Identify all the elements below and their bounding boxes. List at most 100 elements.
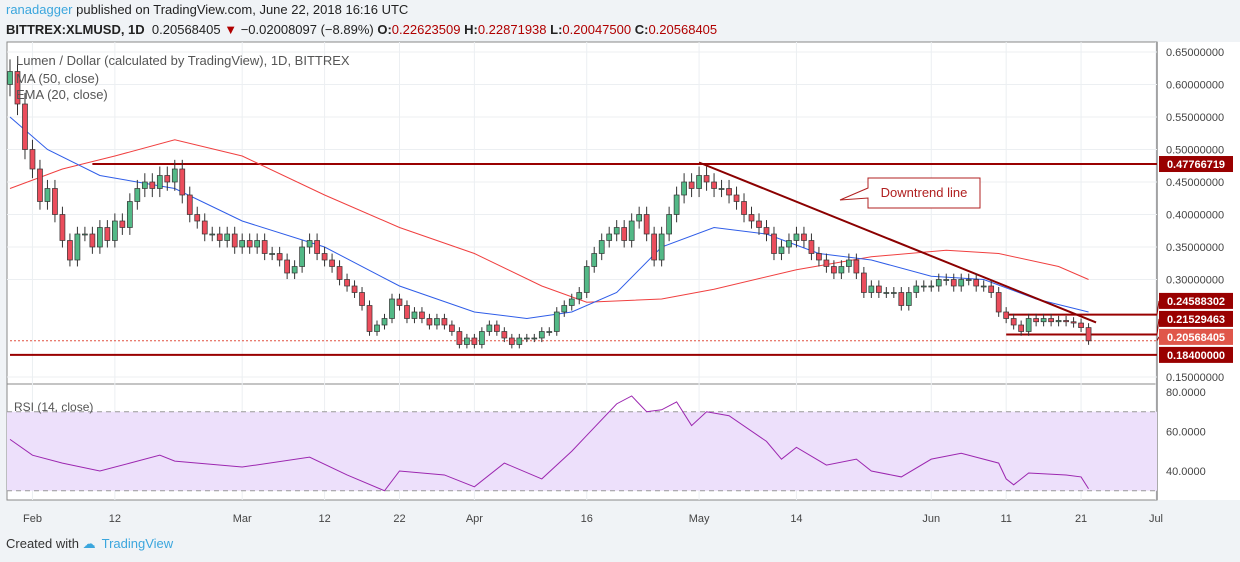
y-tick-label: 0.65000000	[1166, 47, 1224, 59]
candle	[201, 220, 208, 235]
x-tick-label: 16	[581, 513, 593, 525]
rsi-band	[7, 411, 1157, 491]
x-tick-label: Jul	[1149, 513, 1163, 525]
candle	[598, 240, 605, 254]
legend-title: Lumen / Dollar (calculated by TradingVie…	[16, 53, 350, 68]
candle	[920, 285, 927, 288]
candle	[344, 279, 350, 287]
candle	[366, 305, 373, 332]
candle	[816, 253, 822, 261]
candle	[1040, 318, 1047, 323]
level-label: 0.18400000	[1167, 350, 1225, 362]
candle	[1070, 321, 1077, 324]
candle	[321, 253, 328, 261]
candle	[119, 220, 126, 228]
candle	[112, 220, 118, 241]
candle	[404, 305, 410, 319]
candle	[441, 318, 448, 326]
candle	[261, 240, 268, 254]
candle	[531, 337, 538, 340]
candle	[306, 240, 313, 248]
candle	[74, 233, 81, 261]
candle	[22, 103, 28, 150]
candle	[561, 305, 568, 313]
candle	[913, 285, 920, 293]
candle	[141, 181, 148, 189]
candle	[486, 324, 493, 332]
y-tick-label: 0.30000000	[1166, 275, 1224, 287]
x-tick-label: 12	[318, 513, 330, 525]
x-tick-label: 12	[109, 513, 121, 525]
level-label: 0.24588302	[1167, 296, 1225, 308]
candle	[89, 233, 96, 248]
candle	[14, 71, 21, 105]
candle	[284, 259, 290, 274]
candle	[471, 337, 478, 345]
candle	[44, 188, 51, 202]
level-label-bg	[1159, 310, 1233, 327]
candle	[37, 168, 43, 202]
tradingview-link[interactable]: TradingView	[101, 536, 174, 551]
symbol: BITTREX:XLMUSD, 1D	[6, 22, 145, 37]
candle	[793, 233, 800, 241]
y-tick-label: 0.45000000	[1166, 177, 1224, 189]
x-tick-label: May	[689, 513, 710, 525]
candle	[681, 181, 687, 196]
candle	[523, 337, 530, 340]
candle	[726, 188, 732, 196]
candle	[673, 194, 680, 215]
low-value: 0.20047500	[562, 22, 632, 37]
candle	[59, 214, 66, 241]
candle	[149, 181, 156, 189]
candle	[576, 292, 583, 300]
candle	[808, 240, 815, 254]
candle	[846, 259, 852, 267]
price-axis[interactable]	[1157, 42, 1240, 500]
level-label: 0.20568405	[1167, 332, 1225, 344]
x-tick-label: Jun	[922, 513, 940, 525]
candle	[216, 233, 223, 241]
change: −0.02008097 (−8.89%)	[240, 22, 374, 37]
candle	[943, 279, 950, 281]
l-label: L:	[550, 22, 563, 37]
candle	[299, 246, 305, 267]
candle	[359, 292, 365, 306]
rsi-line	[9, 395, 1089, 492]
ma50-line	[9, 139, 1089, 303]
level-label-bg	[1159, 156, 1233, 173]
candle	[861, 272, 867, 293]
candle	[269, 253, 275, 255]
candle	[501, 331, 508, 339]
candle	[538, 331, 545, 339]
candle	[434, 318, 440, 326]
candle	[97, 227, 103, 248]
candle	[928, 285, 935, 288]
candle	[164, 175, 171, 183]
candle	[696, 175, 702, 189]
candle	[1018, 324, 1025, 332]
close-value: 0.20568405	[648, 22, 718, 37]
candle	[239, 240, 246, 248]
x-tick-label: 14	[790, 513, 802, 525]
annotation-downtrend[interactable]: Downtrend line	[839, 177, 981, 209]
candle	[1078, 322, 1084, 328]
candle	[823, 259, 830, 267]
candle	[456, 331, 463, 345]
down-arrow-icon: ▼	[224, 22, 238, 37]
candle	[508, 337, 515, 345]
candle	[778, 246, 785, 254]
candle	[771, 233, 777, 254]
candle	[104, 227, 111, 241]
y-tick-label: 0.35000000	[1166, 242, 1224, 254]
candle	[171, 168, 178, 183]
y-tick-label: 0.40000000	[1166, 210, 1224, 222]
symbol-info: BITTREX:XLMUSD, 1D 0.20568405 ▼ −0.02008…	[6, 22, 717, 37]
candle	[396, 298, 403, 306]
candle	[666, 214, 672, 235]
candle	[980, 285, 987, 288]
author-link[interactable]: ranadagger	[6, 2, 73, 17]
candle	[658, 233, 665, 261]
candle	[276, 253, 283, 261]
candle	[449, 324, 455, 332]
